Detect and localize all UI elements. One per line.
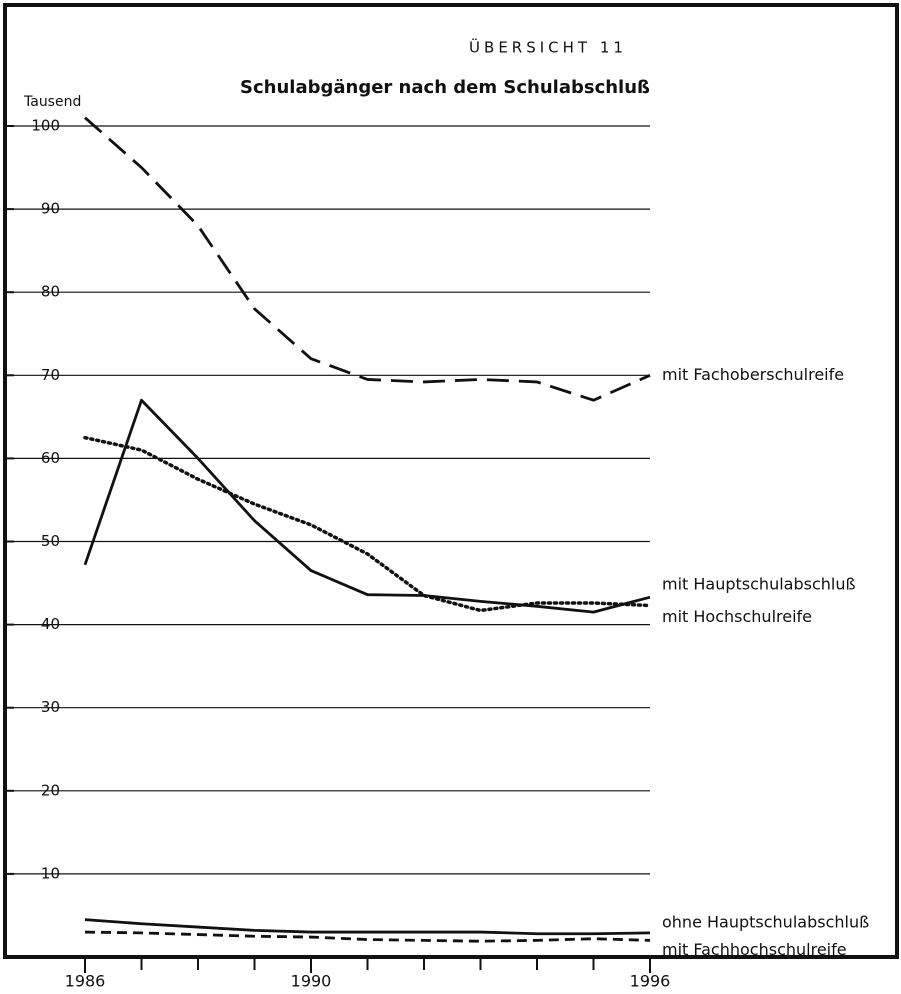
series-label: mit Fachoberschulreife [662, 365, 844, 384]
y-tick-label: 50 [41, 532, 60, 550]
y-tick-label: 80 [41, 283, 60, 301]
x-tick-label: 1990 [291, 972, 332, 991]
x-tick-label: 1996 [630, 972, 671, 991]
series-line [83, 435, 652, 613]
y-tick-label: 10 [41, 864, 60, 882]
y-tick-label: 20 [41, 781, 60, 799]
x-tick-label: 1986 [65, 972, 106, 991]
y-tick-label: 100 [31, 117, 60, 135]
series-line [84, 930, 651, 943]
series-label: mit Hauptschulabschluß [662, 575, 856, 594]
frame [3, 3, 899, 959]
series-line [84, 918, 651, 936]
series-label: mit Hochschulreife [662, 607, 812, 626]
y-tick-label: 40 [41, 615, 60, 633]
y-tick-label: 70 [41, 366, 60, 384]
y-axis-label: Tausend [23, 94, 81, 110]
y-tick-label: 30 [41, 698, 60, 716]
chart-subtitle: ÜBERSICHT 11 [469, 38, 627, 57]
y-tick-label: 60 [41, 449, 60, 467]
y-tick-label: 90 [41, 200, 60, 218]
series-label: mit Fachhochschulreife [662, 940, 847, 959]
series-label: ohne Hauptschulabschluß [662, 912, 869, 931]
series-line [84, 116, 651, 402]
chart-title: Schulabgänger nach dem Schulabschluß [240, 77, 650, 98]
series-line [83, 398, 651, 614]
